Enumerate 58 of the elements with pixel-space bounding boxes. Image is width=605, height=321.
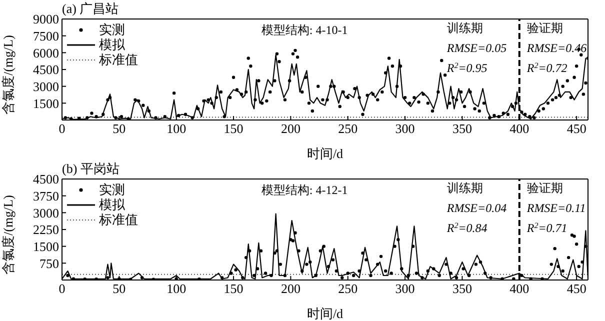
x-tick-label: 450 [566,121,586,136]
y-tick-label: 3000 [33,78,59,94]
x-tick-label: 50 [112,121,126,136]
x-tick-label: 400 [510,281,530,296]
y-tick-label: 2250 [33,222,59,238]
x-tick-label: 250 [338,281,358,296]
y-tick-label: 4500 [33,172,59,187]
x-tick-label: 50 [112,281,126,296]
annotation: 验证期 [526,181,563,195]
y-tick-label: 1500 [33,238,59,254]
y-tick-label: 9000 [33,12,59,27]
annotation: R$^{2}$=0.72 [526,60,568,75]
annotation: 训练期 [446,21,483,35]
x-tick-label: 350 [452,281,472,296]
annotation: R$^{2}$=0.84 [446,220,488,235]
y-axis-title: 含氯度/(mg/L) [0,35,16,114]
x-tick-label: 150 [224,121,244,136]
x-axis-title: 时间/d [306,146,344,161]
x-axis-title: 时间/d [306,306,344,321]
annotation: 模型结构: 4-12-1 [261,183,348,197]
y-tick-label: 3000 [33,205,59,220]
x-tick-label: 250 [338,121,358,136]
y-tick-label: 7500 [33,28,59,44]
legend-label: 模拟 [99,197,125,212]
y-axis-title: 含氯度/(mg/L) [0,195,16,274]
y-tick-label: 4500 [33,62,59,78]
x-tick-label: 0 [58,281,66,296]
legend-label: 模拟 [99,37,125,52]
legend-label: 标准值 [99,52,138,67]
x-tick-label: 200 [280,121,300,136]
annotation: 验证期 [526,21,563,35]
legend-label: 标准值 [99,212,138,227]
x-tick-label: 0 [58,121,66,136]
annotation: R$^{2}$=0.71 [526,220,568,235]
x-tick-label: 350 [452,121,472,136]
x-tick-label: 150 [224,281,244,296]
y-tick-label: 1500 [33,96,59,111]
y-tick-label: 6000 [33,45,59,60]
x-tick-label: 400 [510,121,530,136]
chart-title: (b) 平岗站 [62,160,120,178]
legend-label: 实测 [99,22,125,37]
x-tick-label: 100 [166,281,186,296]
x-tick-label: 450 [566,281,586,296]
x-tick-label: 300 [395,121,415,136]
x-tick-label: 200 [280,281,300,296]
annotation: RMSE=0.04 [446,201,507,215]
annotation: 训练期 [446,181,483,195]
x-tick-label: 300 [395,281,415,296]
y-tick-label: 3750 [33,188,59,204]
legend-label: 实测 [99,182,125,197]
annotation: R$^{2}$=0.95 [446,60,488,75]
annotation: RMSE=0.05 [446,41,507,55]
annotation: 模型结构: 4-10-1 [261,23,348,37]
annotation: RMSE=0.46 [526,41,587,55]
chart-title: (a) 广昌站 [62,0,119,18]
x-tick-label: 100 [166,121,186,136]
annotation: RMSE=0.11 [526,201,586,215]
y-tick-label: 750 [40,256,59,271]
